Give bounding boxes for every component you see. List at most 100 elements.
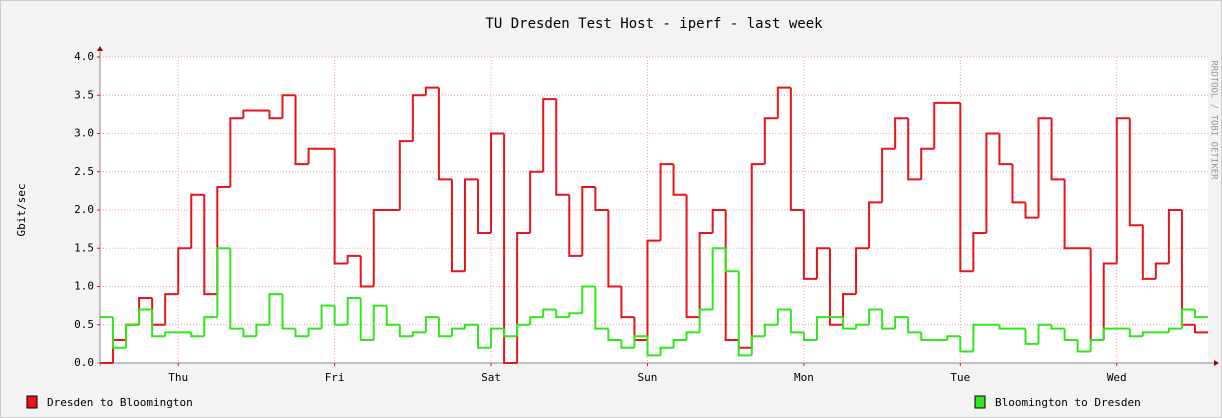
step-segment bbox=[542, 98, 557, 172]
step-segment bbox=[203, 316, 218, 337]
step-segment bbox=[607, 328, 622, 342]
step-segment bbox=[372, 304, 387, 341]
y-tick-label: 0.0 bbox=[74, 356, 94, 369]
legend-swatch bbox=[974, 395, 986, 409]
step-segment bbox=[385, 305, 400, 326]
step-segment bbox=[477, 324, 492, 349]
step-segment bbox=[333, 148, 348, 265]
step-segment bbox=[711, 247, 726, 310]
step-segment bbox=[750, 163, 765, 348]
step-segment bbox=[268, 110, 283, 120]
step-segment bbox=[1050, 118, 1065, 181]
x-tick-label: Thu bbox=[168, 371, 188, 384]
x-tick-label: Sun bbox=[638, 371, 658, 384]
step-segment bbox=[568, 312, 583, 318]
step-segment bbox=[972, 323, 987, 352]
step-segment bbox=[763, 117, 778, 165]
step-segment bbox=[151, 309, 166, 338]
step-segment bbox=[1063, 179, 1078, 250]
step-segment bbox=[933, 101, 948, 149]
step-segment bbox=[190, 193, 205, 249]
step-segment bbox=[229, 117, 244, 188]
step-segment bbox=[320, 304, 335, 329]
axis-arrow bbox=[97, 46, 103, 51]
step-segment bbox=[855, 247, 870, 295]
step-segment bbox=[646, 239, 661, 341]
step-segment bbox=[516, 323, 531, 337]
step-segment bbox=[1193, 309, 1208, 319]
step-segment bbox=[594, 187, 609, 211]
step-segment bbox=[620, 286, 635, 319]
y-axis-label: Gbit/sec bbox=[15, 184, 28, 237]
y-tick-label: 1.0 bbox=[74, 280, 94, 293]
step-segment bbox=[789, 309, 804, 334]
step-segment bbox=[828, 248, 844, 326]
step-segment bbox=[620, 340, 635, 349]
legend-swatch bbox=[26, 395, 38, 409]
step-segment bbox=[842, 317, 857, 330]
step-segment bbox=[920, 147, 935, 180]
step-segment bbox=[1193, 324, 1208, 334]
step-segment bbox=[555, 309, 570, 319]
step-segment bbox=[1102, 262, 1117, 341]
step-segment bbox=[946, 335, 961, 341]
step-segment bbox=[450, 179, 465, 273]
x-tick-label: Wed bbox=[1107, 371, 1127, 384]
step-segment bbox=[138, 308, 153, 325]
step-segment bbox=[216, 247, 231, 318]
step-segment bbox=[437, 317, 452, 338]
step-segment bbox=[698, 308, 713, 333]
step-segment bbox=[333, 305, 348, 326]
step-segment bbox=[1141, 331, 1156, 337]
step-segment bbox=[490, 327, 505, 348]
step-segment bbox=[164, 293, 179, 325]
step-segment bbox=[868, 308, 883, 325]
step-segment bbox=[776, 308, 791, 325]
step-segment bbox=[659, 163, 674, 241]
step-segment bbox=[881, 309, 896, 330]
step-segment bbox=[372, 209, 387, 287]
step-segment bbox=[776, 86, 791, 119]
axis-arrow bbox=[1214, 360, 1219, 366]
step-segment bbox=[529, 316, 544, 325]
step-segment bbox=[802, 332, 817, 342]
step-segment bbox=[672, 339, 687, 348]
legend-label: Bloomington to Dresden bbox=[995, 396, 1141, 409]
step-segment bbox=[307, 327, 322, 337]
step-segment bbox=[424, 316, 439, 333]
step-segment bbox=[815, 316, 830, 341]
x-tick-label: Fri bbox=[325, 371, 345, 384]
y-tick-label: 1.5 bbox=[74, 241, 94, 254]
y-tick-label: 3.5 bbox=[74, 88, 94, 101]
step-segment bbox=[229, 248, 244, 330]
step-segment bbox=[359, 297, 374, 342]
step-segment bbox=[894, 316, 909, 329]
step-segment bbox=[581, 186, 596, 256]
step-segment bbox=[672, 164, 687, 196]
step-segment bbox=[959, 336, 974, 353]
step-segment bbox=[1011, 164, 1026, 204]
step-segment bbox=[490, 132, 505, 233]
step-segment bbox=[112, 317, 127, 349]
step-segment bbox=[1128, 118, 1143, 227]
step-segment bbox=[1128, 328, 1143, 338]
y-tick-label: 3.0 bbox=[74, 127, 94, 140]
step-segment bbox=[255, 323, 270, 337]
step-segment bbox=[1102, 327, 1117, 341]
step-segment bbox=[920, 332, 935, 342]
step-segment bbox=[477, 179, 492, 234]
step-segment bbox=[607, 210, 622, 288]
step-segment bbox=[398, 140, 413, 210]
step-segment bbox=[646, 336, 661, 357]
step-segment bbox=[307, 147, 322, 165]
step-segment bbox=[998, 133, 1013, 166]
step-segment bbox=[294, 328, 309, 338]
step-segment bbox=[1180, 308, 1195, 329]
step-segment bbox=[1037, 117, 1052, 218]
step-segment bbox=[711, 209, 726, 233]
step-segment bbox=[698, 231, 713, 318]
y-tick-label: 2.5 bbox=[74, 165, 94, 178]
step-segment bbox=[1141, 225, 1156, 280]
step-segment bbox=[737, 271, 752, 357]
step-segment bbox=[346, 254, 361, 264]
